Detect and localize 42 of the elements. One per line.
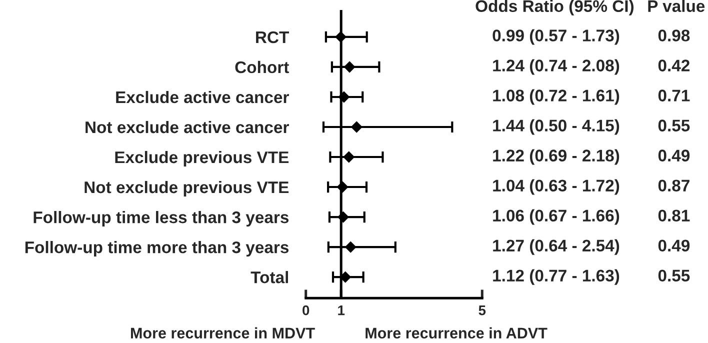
text: 0.71 [658, 90, 690, 102]
text: 0.49 [658, 150, 690, 162]
data-label: 1.12 (0.77 - 1.63) [493, 269, 620, 285]
x-tick-label: 5 [478, 306, 486, 316]
x-tick-label: 1 [338, 306, 345, 316]
text: 0.55 [658, 120, 690, 132]
point [335, 31, 346, 43]
point [338, 211, 349, 223]
point [344, 241, 356, 253]
y-tick-label: Not exclude active cancer [86, 120, 289, 134]
text: 0.49 [658, 240, 690, 252]
point [350, 121, 362, 133]
point [343, 151, 355, 163]
text: P value [648, 0, 705, 12]
y-tick-label: Exclude active cancer [116, 90, 289, 104]
data-label: 1.08 (0.72 - 1.61) [493, 89, 620, 105]
y-tick-label: RCT [256, 31, 290, 44]
y-tick-label: Follow-up time more than 3 years [25, 241, 289, 257]
y-tick-label: Not exclude previous VTE [84, 180, 289, 197]
point [336, 181, 348, 193]
text: 0.55 [658, 270, 690, 282]
data-label: 1.44 (0.50 - 4.15) [493, 119, 620, 135]
data-label: 1.22 (0.69 - 2.18) [493, 149, 620, 165]
text: 0.42 [658, 60, 690, 72]
data-label: 1.27 (0.64 - 2.54) [493, 239, 620, 255]
data-label: 1.04 (0.63 - 1.72) [493, 179, 620, 195]
point [344, 61, 356, 73]
text: 0.98 [658, 30, 690, 42]
x-tick-label: 0 [302, 305, 310, 316]
data-label: 1.06 (0.67 - 1.66) [493, 209, 620, 225]
point [338, 91, 350, 103]
annotation: Odds Ratio (95% CI) [476, 0, 634, 16]
data-label: 0.99 (0.57 - 1.73) [492, 29, 620, 45]
text: 0.81 [658, 210, 690, 222]
text: 0.87 [658, 180, 690, 192]
text: More recurrence in MDVT [131, 327, 315, 339]
data-label: 1.24 (0.74 - 2.08) [493, 59, 620, 75]
text: More recurrence in ADVT [366, 327, 548, 339]
y-tick-label: Total [250, 271, 288, 284]
y-tick-label: Cohort [235, 60, 289, 74]
y-tick-label: Follow-up time less than 3 years [34, 210, 289, 227]
y-tick-label: Exclude previous VTE [115, 150, 289, 167]
